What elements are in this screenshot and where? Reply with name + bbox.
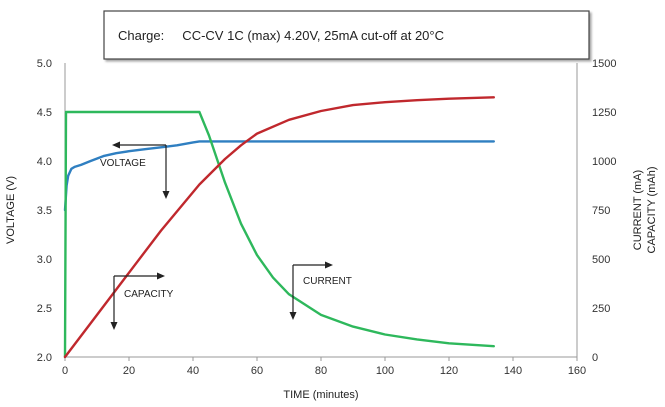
y-right-tick-label: 0	[592, 352, 598, 364]
x-tick-label: 60	[251, 365, 263, 377]
y-right-tick-label: 1500	[592, 58, 616, 70]
y-left-axis-title: VOLTAGE (V)	[5, 176, 17, 244]
y-left-tick-label: 3.5	[37, 205, 52, 217]
x-tick-label: 120	[440, 365, 458, 377]
capacity-arrowhead-down	[110, 322, 118, 330]
y-left-tick-labels: 2.0 2.5 3.0 3.5 4.0 4.5 5.0	[37, 58, 52, 364]
y-left-tick-label: 4.5	[37, 107, 52, 119]
voltage-arrowhead-down	[162, 191, 170, 199]
x-tick-label: 20	[123, 365, 135, 377]
current-label: CURRENT	[303, 276, 352, 287]
voltage-line	[63, 140, 495, 212]
y-left-tick-label: 4.0	[37, 156, 52, 168]
y-right-axis-title-capacity: CAPACITY (mAh)	[646, 167, 658, 254]
current-annotation: CURRENT	[289, 261, 352, 320]
y-right-tick-labels: 0 250 500 750 1000 1250 1500	[592, 58, 616, 364]
current-line	[63, 110, 495, 359]
y-right-tick-label: 500	[592, 254, 610, 266]
y-right-axis-title-current: CURRENT (mA)	[632, 170, 644, 250]
x-axis-title: TIME (minutes)	[283, 389, 358, 401]
x-tick-label: 40	[187, 365, 199, 377]
capacity-label: CAPACITY	[124, 289, 174, 300]
capacity-arrowhead-right	[157, 272, 165, 280]
y-right-tick-label: 1000	[592, 156, 616, 168]
capacity-annotation: CAPACITY	[110, 272, 174, 330]
x-tick-label: 140	[504, 365, 522, 377]
y-left-tick-label: 2.0	[37, 352, 52, 364]
y-right-tick-label: 250	[592, 303, 610, 315]
x-tick-labels: 0 20 40 60 80 100 120 140 160	[62, 357, 586, 377]
voltage-annotation: VOLTAGE	[100, 141, 170, 199]
title-frame	[103, 10, 590, 60]
x-tick-label: 100	[376, 365, 394, 377]
x-tick-label: 160	[568, 365, 586, 377]
chart-title-box: Charge: CC-CV 1C (max) 4.20V, 25mA cut-o…	[103, 10, 590, 60]
x-tick-label: 0	[62, 365, 68, 377]
chart-title: Charge: CC-CV 1C (max) 4.20V, 25mA cut-o…	[118, 28, 444, 43]
y-left-tick-label: 3.0	[37, 254, 52, 266]
x-tick-label: 80	[315, 365, 327, 377]
current-arrowhead-right	[325, 261, 333, 269]
current-arrowhead-down	[289, 312, 297, 320]
y-left-tick-label: 5.0	[37, 58, 52, 70]
y-right-tick-label: 750	[592, 205, 610, 217]
y-right-tick-label: 1250	[592, 107, 616, 119]
capacity-line	[63, 96, 495, 359]
series-lines	[63, 96, 495, 359]
voltage-label: VOLTAGE	[100, 158, 146, 169]
y-left-tick-label: 2.5	[37, 303, 52, 315]
voltage-arrowhead-left	[112, 141, 120, 149]
